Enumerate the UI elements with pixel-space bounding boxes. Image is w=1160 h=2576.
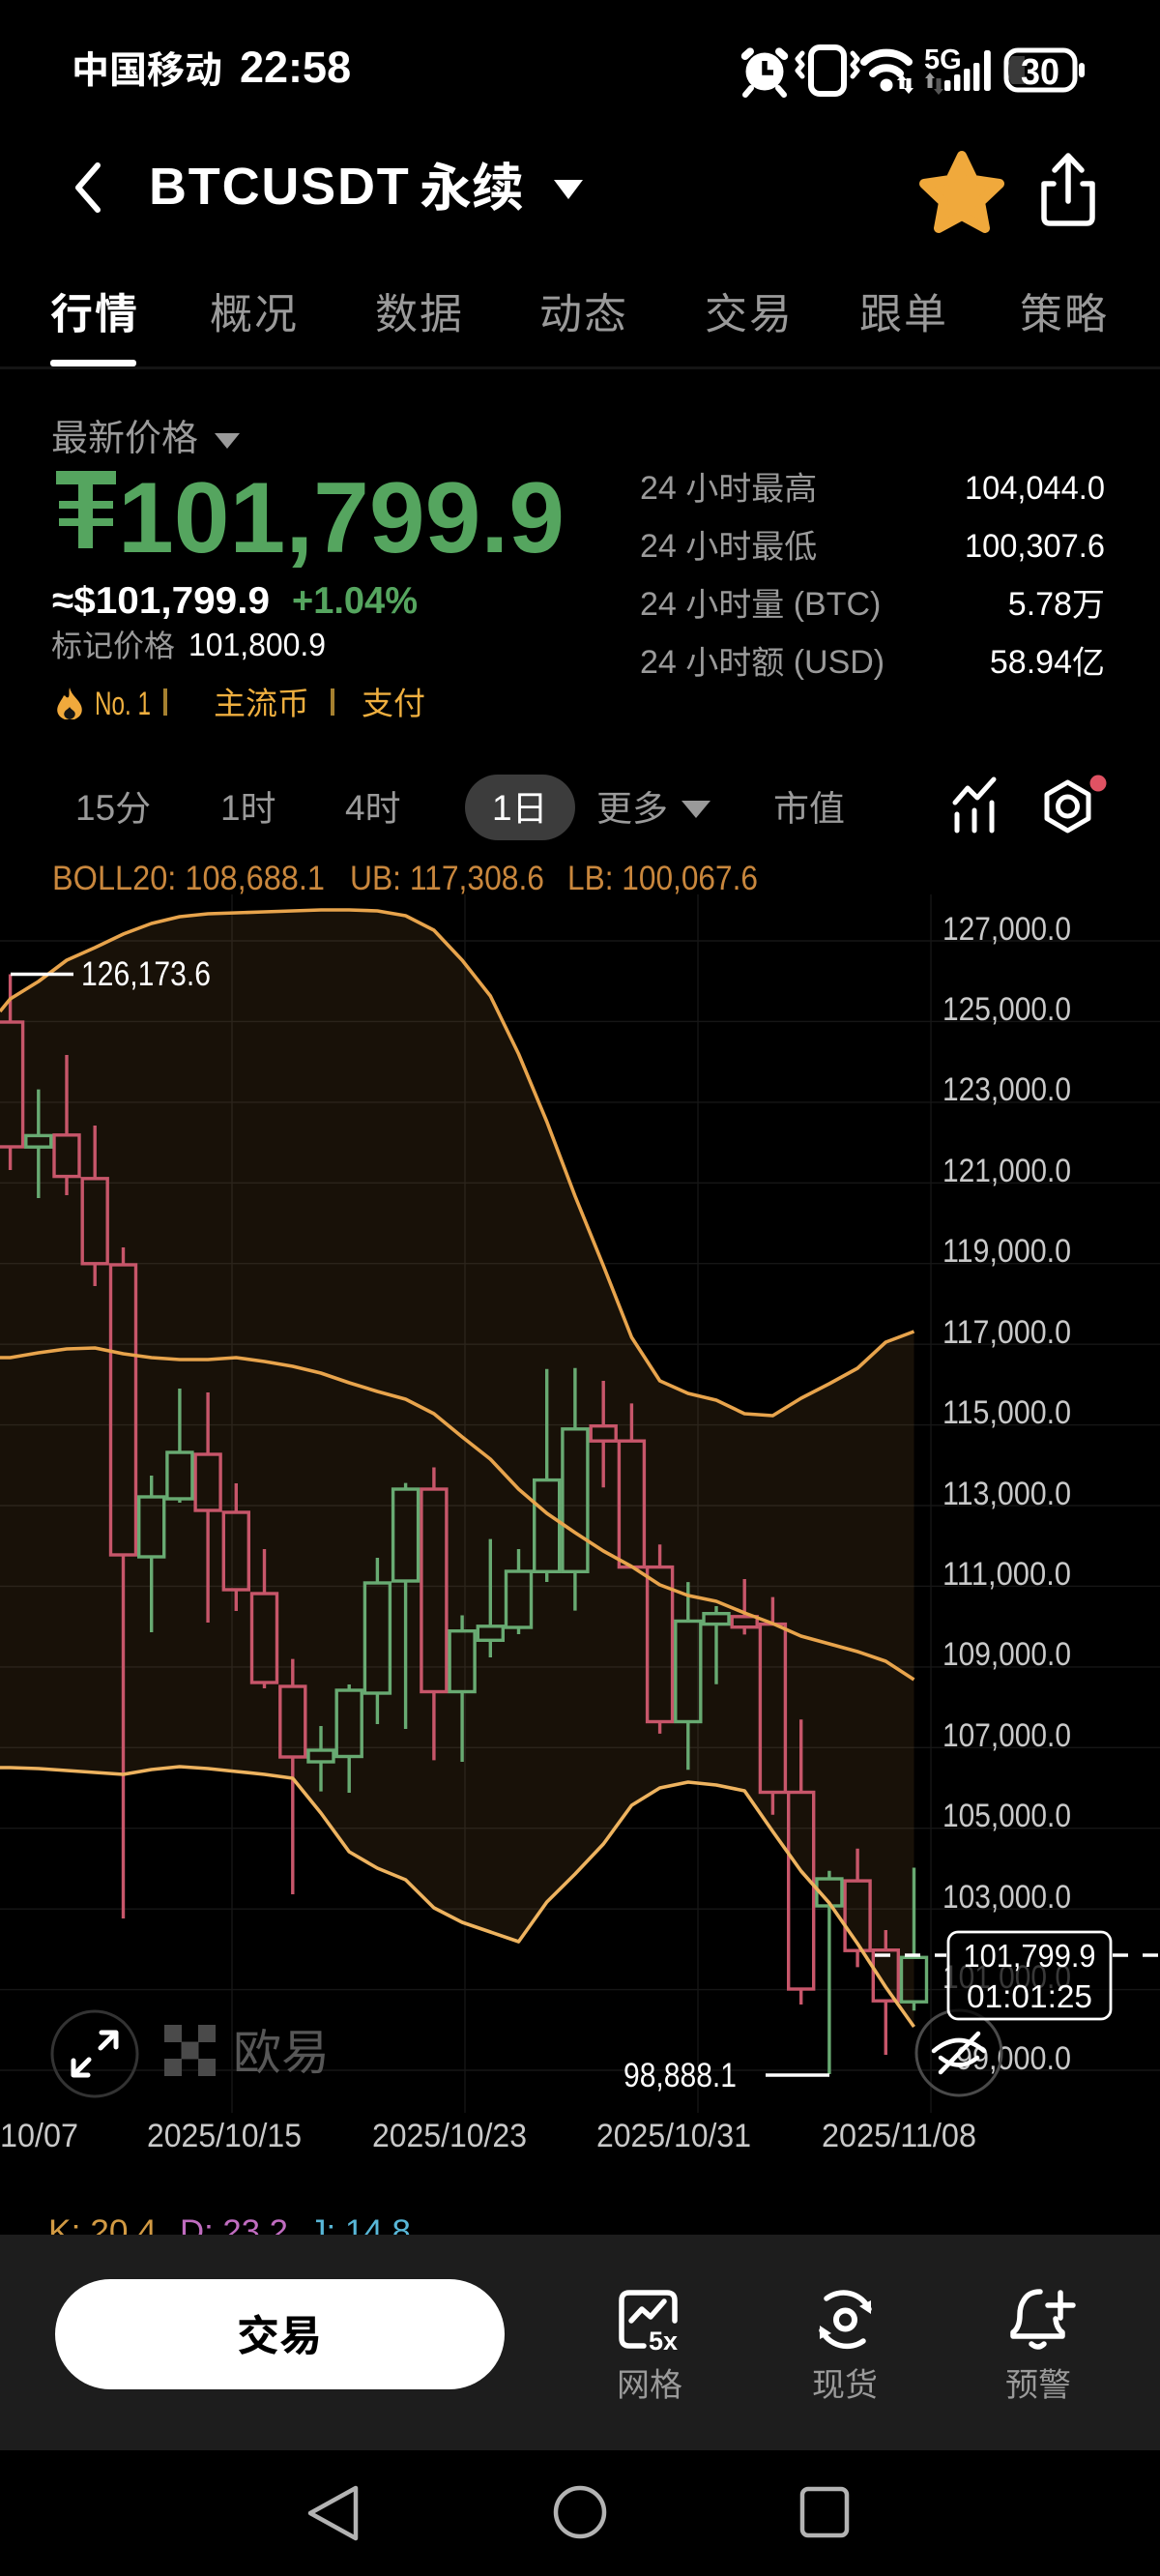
svg-text:(USD): (USD): [794, 644, 884, 681]
svg-text:121,000.0: 121,000.0: [942, 1153, 1071, 1189]
svg-text:113,000.0: 113,000.0: [942, 1476, 1071, 1512]
svg-text:125,000.0: 125,000.0: [942, 991, 1071, 1028]
svg-text:5G: 5G: [924, 44, 962, 75]
svg-text:No. 1: No. 1: [95, 686, 151, 722]
svg-text:4: 4: [345, 788, 365, 828]
svg-text:58.94: 58.94: [990, 644, 1072, 681]
svg-text:5.78: 5.78: [1008, 586, 1072, 623]
svg-text:5x: 5x: [649, 2327, 678, 2356]
svg-text:109,000.0: 109,000.0: [942, 1636, 1071, 1673]
svg-text:101,799.9: 101,799.9: [118, 462, 565, 574]
svg-text:24: 24: [640, 644, 677, 681]
svg-text:126,173.6: 126,173.6: [81, 955, 211, 993]
svg-text:2025/10/31: 2025/10/31: [596, 2118, 751, 2154]
svg-text:100,307.6: 100,307.6: [965, 528, 1105, 565]
svg-text:127,000.0: 127,000.0: [942, 911, 1071, 948]
svg-text:2025/10/15: 2025/10/15: [147, 2118, 302, 2154]
svg-text:119,000.0: 119,000.0: [942, 1233, 1071, 1270]
svg-text:BOLL20: 108,688.1: BOLL20: 108,688.1: [52, 860, 325, 897]
svg-text:115,000.0: 115,000.0: [942, 1394, 1071, 1431]
svg-text:30: 30: [1021, 52, 1059, 93]
svg-text:111,000.0: 111,000.0: [942, 1556, 1071, 1593]
svg-text:24: 24: [640, 528, 677, 565]
svg-text:107,000.0: 107,000.0: [942, 1717, 1071, 1754]
svg-text:≈$101,799.9: ≈$101,799.9: [52, 580, 270, 622]
svg-text:01:01:25: 01:01:25: [967, 1978, 1092, 2014]
svg-text:98,888.1: 98,888.1: [624, 2057, 737, 2094]
svg-text:(BTC): (BTC): [794, 586, 882, 623]
svg-text:2025/11/08: 2025/11/08: [822, 2118, 976, 2154]
svg-text:15: 15: [75, 788, 115, 828]
svg-text:1: 1: [492, 788, 512, 828]
svg-text:BTCUSDT: BTCUSDT: [149, 158, 411, 216]
svg-text:22:58: 22:58: [240, 43, 351, 92]
svg-text:101,799.9: 101,799.9: [964, 1938, 1096, 1974]
svg-text:24: 24: [640, 586, 677, 623]
svg-text:+1.04%: +1.04%: [292, 580, 418, 622]
svg-text:104,044.0: 104,044.0: [965, 470, 1105, 507]
svg-text:103,000.0: 103,000.0: [942, 1879, 1071, 1916]
svg-text:1: 1: [220, 788, 241, 828]
svg-text:24: 24: [640, 470, 677, 507]
svg-text:UB: 117,308.6: UB: 117,308.6: [350, 860, 544, 897]
svg-text:123,000.0: 123,000.0: [942, 1071, 1071, 1108]
svg-text:2025/10/23: 2025/10/23: [372, 2118, 527, 2154]
svg-text:101,800.9: 101,800.9: [188, 627, 326, 662]
svg-text:LB: 100,067.6: LB: 100,067.6: [567, 860, 758, 897]
svg-text:105,000.0: 105,000.0: [942, 1798, 1071, 1834]
svg-text:10/07: 10/07: [0, 2118, 78, 2154]
svg-text:117,000.0: 117,000.0: [942, 1314, 1071, 1351]
